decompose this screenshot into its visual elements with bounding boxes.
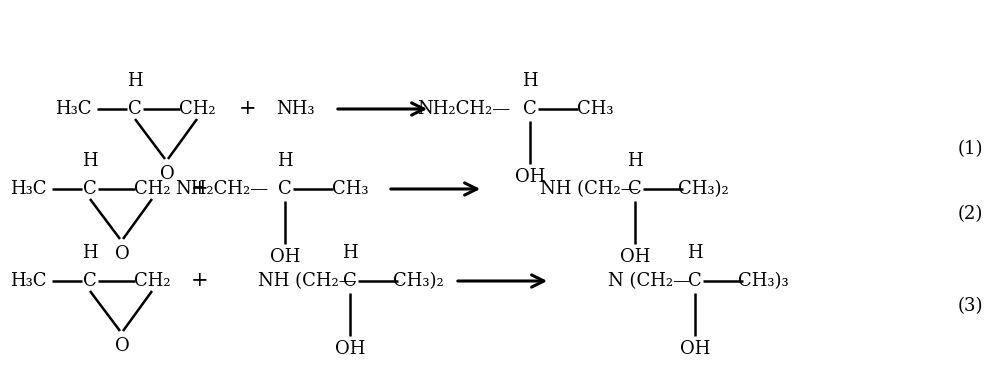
- Text: H: H: [82, 244, 98, 262]
- Text: H: H: [127, 72, 143, 90]
- Text: OH: OH: [335, 340, 365, 358]
- Text: NH₃: NH₃: [276, 100, 314, 118]
- Text: OH: OH: [515, 168, 545, 186]
- Text: C: C: [343, 272, 357, 290]
- Text: CH₂: CH₂: [134, 272, 170, 290]
- Text: C: C: [278, 180, 292, 198]
- Text: NH (CH₂—: NH (CH₂—: [540, 180, 639, 198]
- Text: C: C: [128, 100, 142, 118]
- Text: H₃C: H₃C: [10, 180, 46, 198]
- Text: CH₃)₃: CH₃)₃: [738, 272, 788, 290]
- Text: N (CH₂—: N (CH₂—: [608, 272, 691, 290]
- Text: NH (CH₂—: NH (CH₂—: [258, 272, 357, 290]
- Text: O: O: [115, 245, 129, 263]
- Text: +: +: [191, 271, 209, 290]
- Text: CH₃: CH₃: [577, 100, 613, 118]
- Text: C: C: [523, 100, 537, 118]
- Text: H₃C: H₃C: [10, 272, 46, 290]
- Text: NH₂CH₂—: NH₂CH₂—: [417, 100, 510, 118]
- Text: OH: OH: [680, 340, 710, 358]
- Text: H₃C: H₃C: [55, 100, 91, 118]
- Text: C: C: [688, 272, 702, 290]
- Text: +: +: [191, 180, 209, 199]
- Text: OH: OH: [620, 248, 650, 266]
- Text: (3): (3): [957, 297, 983, 315]
- Text: H: H: [522, 72, 538, 90]
- Text: NH₂CH₂—: NH₂CH₂—: [175, 180, 268, 198]
- Text: CH₃: CH₃: [332, 180, 368, 198]
- Text: CH₂: CH₂: [179, 100, 215, 118]
- Text: H: H: [687, 244, 703, 262]
- Text: CH₂: CH₂: [134, 180, 170, 198]
- Text: H: H: [627, 152, 643, 170]
- Text: O: O: [115, 337, 129, 355]
- Text: OH: OH: [270, 248, 300, 266]
- Text: +: +: [239, 100, 257, 119]
- Text: C: C: [83, 180, 97, 198]
- Text: C: C: [628, 180, 642, 198]
- Text: H: H: [277, 152, 293, 170]
- Text: CH₃)₂: CH₃)₂: [678, 180, 728, 198]
- Text: (2): (2): [957, 205, 983, 223]
- Text: O: O: [160, 165, 174, 183]
- Text: CH₃)₂: CH₃)₂: [393, 272, 443, 290]
- Text: C: C: [83, 272, 97, 290]
- Text: H: H: [82, 152, 98, 170]
- Text: (1): (1): [957, 140, 983, 158]
- Text: H: H: [342, 244, 358, 262]
